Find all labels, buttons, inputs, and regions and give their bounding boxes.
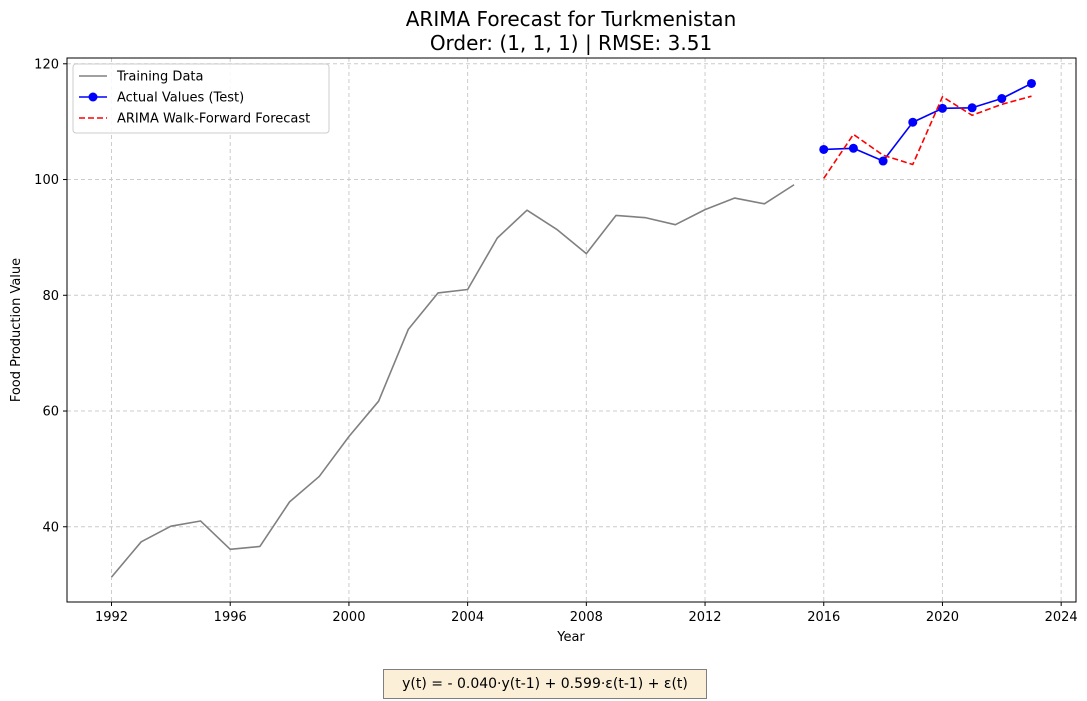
data-point (967, 103, 977, 113)
actual-values-line (823, 82, 1032, 162)
x-tick-label: 1992 (95, 610, 128, 625)
x-tick-label: 2024 (1045, 610, 1078, 625)
x-tick-label: 2008 (570, 610, 603, 625)
axis-ticks: 1992 1996 2000 2004 2008 2012 2016 2020 2024 40 60… (34, 57, 1078, 625)
model-equation: y(t) = - 0.040·y(t-1) + 0.599·ε(t-1) + ε… (383, 669, 707, 699)
data-point (1026, 78, 1036, 88)
x-tick-label: 1996 (214, 610, 247, 625)
x-axis-label: Year (556, 630, 585, 645)
legend-frame (72, 63, 330, 134)
legend-label-forecast: ARIMA Walk-Forward Forecast (117, 112, 310, 127)
y-tick-label: 40 (42, 520, 59, 535)
y-tick-label: 60 (42, 405, 59, 420)
data-point (848, 143, 858, 153)
legend-label-actual: Actual Values (Test) (117, 91, 244, 106)
plot-frame (66, 57, 1077, 603)
chart-title: ARIMA Forecast for Turkmenistan (406, 7, 737, 31)
data-point (997, 94, 1007, 104)
x-tick-label: 2016 (807, 610, 840, 625)
y-tick-label: 80 (42, 289, 59, 304)
y-tick-label: 120 (34, 57, 59, 72)
x-tick-label: 2020 (926, 610, 959, 625)
y-axis-label: Food Production Value (9, 258, 24, 402)
grid (67, 58, 1076, 602)
plot-series (110, 78, 1036, 578)
training-data-line (110, 184, 795, 578)
x-tick-label: 2004 (451, 610, 484, 625)
legend: Training Data Actual Values (Test) ARIMA… (72, 63, 330, 134)
y-tick-label: 100 (34, 173, 59, 188)
x-tick-label: 2012 (688, 610, 721, 625)
data-point (908, 117, 918, 127)
data-point (937, 103, 947, 113)
forecast-line (823, 95, 1032, 179)
data-point (878, 156, 888, 166)
x-tick-label: 2000 (332, 610, 365, 625)
data-point (819, 144, 829, 154)
legend-label-training: Training Data (116, 70, 203, 85)
chart: ARIMA Forecast for Turkmenistan Order: (… (9, 7, 1078, 645)
chart-subtitle: Order: (1, 1, 1) | RMSE: 3.51 (430, 31, 712, 55)
legend-marker-actual (88, 92, 98, 102)
